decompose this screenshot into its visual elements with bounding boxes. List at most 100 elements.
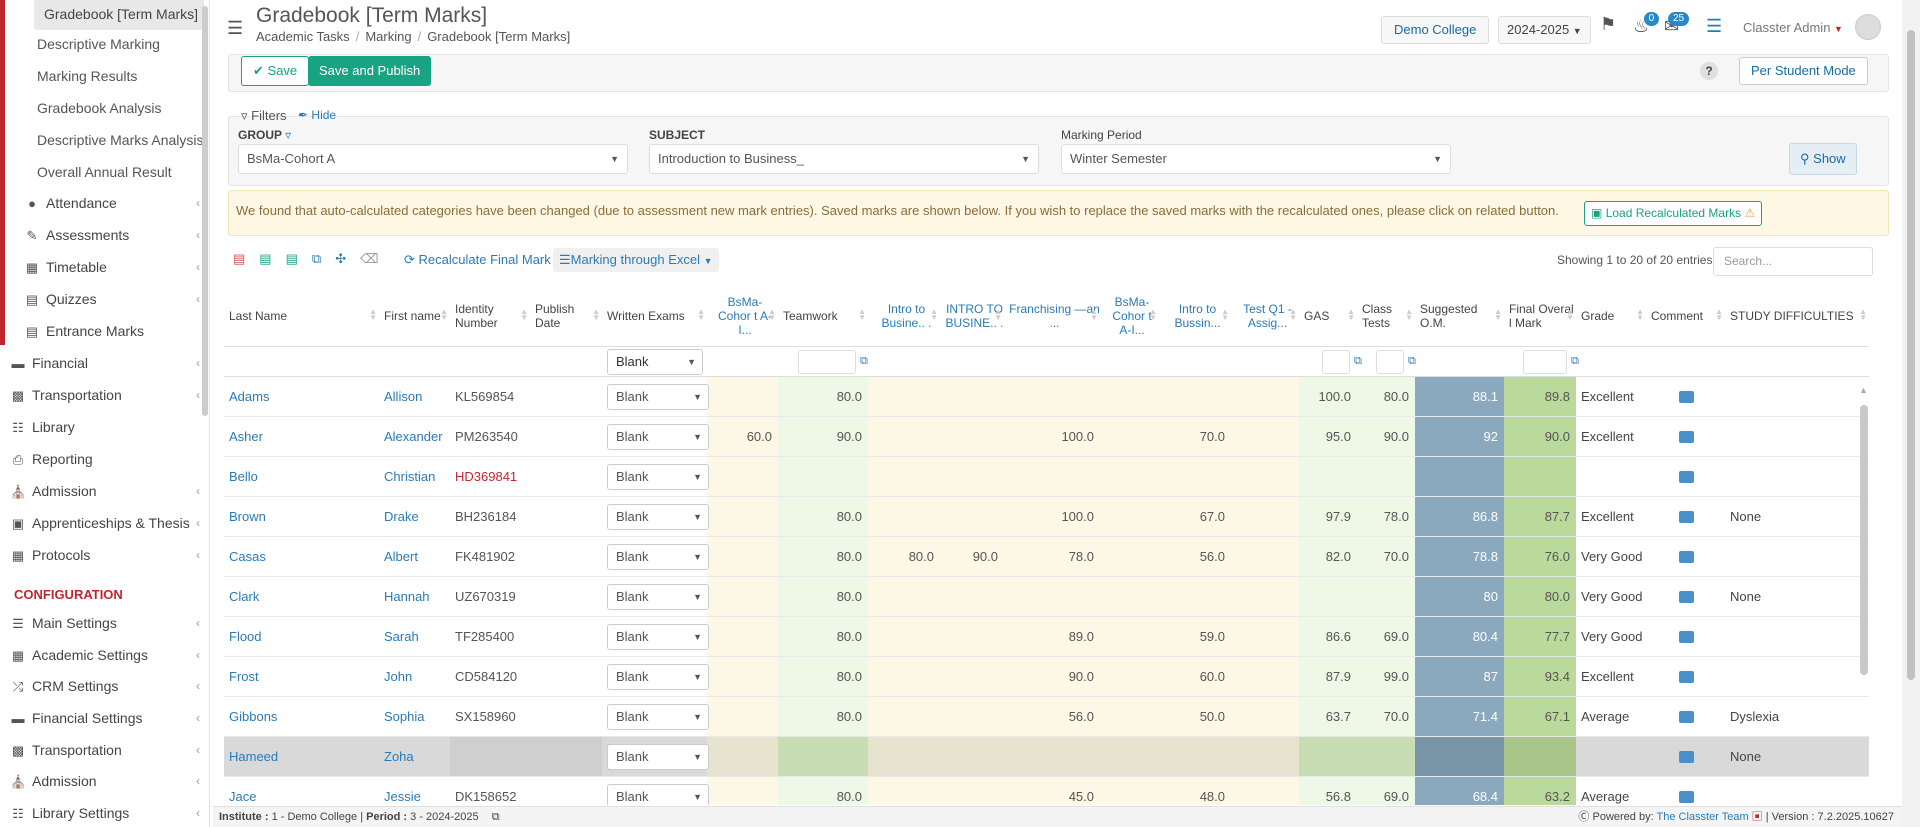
c2-mark[interactable] <box>1100 497 1153 537</box>
fr-mark[interactable]: 90.0 <box>1068 669 1094 684</box>
gas-mark[interactable]: 86.6 <box>1325 629 1351 644</box>
tq-mark[interactable] <box>1231 697 1293 737</box>
tq-mark[interactable] <box>1231 737 1293 777</box>
last-name-link[interactable]: Gibbons <box>229 709 278 724</box>
written-exams-filter-select[interactable]: Blank ▼ <box>607 349 703 375</box>
copy-icon[interactable]: ⧉ <box>311 251 322 266</box>
comment-icon[interactable] <box>1679 711 1694 723</box>
sort-icon[interactable]: ▲ ▼ <box>697 307 705 322</box>
first-name-link[interactable]: Christian <box>384 469 436 484</box>
last-name-link[interactable]: Brown <box>229 509 266 524</box>
ct-mark[interactable] <box>1357 457 1409 497</box>
tq-mark[interactable] <box>1231 377 1293 417</box>
c2-mark[interactable] <box>1100 697 1153 737</box>
c2-mark[interactable] <box>1100 457 1153 497</box>
ib-mark[interactable]: 60.0 <box>1199 669 1225 684</box>
c2-mark[interactable] <box>1100 617 1153 657</box>
sort-icon[interactable]: ▲ ▼ <box>1090 307 1098 322</box>
ct-mark[interactable] <box>1357 737 1409 777</box>
fr-mark[interactable] <box>1004 737 1094 777</box>
fom-mark[interactable]: 63.2 <box>1544 789 1570 804</box>
i1-mark[interactable] <box>868 417 934 457</box>
tq-mark[interactable] <box>1231 617 1293 657</box>
ib-mark[interactable]: 59.0 <box>1199 629 1225 644</box>
c1-mark[interactable] <box>707 537 772 577</box>
i1-mark[interactable] <box>868 577 934 617</box>
column-header-tw[interactable]: Teamwork ▲ ▼ <box>778 285 868 347</box>
sidebar-item-library[interactable]: ☷ Library <box>10 411 200 443</box>
ct-mark[interactable]: 70.0 <box>1383 549 1409 564</box>
ib-mark[interactable]: 67.0 <box>1199 509 1225 524</box>
ct-mark[interactable]: 80.0 <box>1383 389 1409 404</box>
written-exams-select[interactable]: Blank ▼ <box>607 744 709 770</box>
fom-mark[interactable]: 89.8 <box>1544 389 1570 404</box>
column-header-first[interactable]: First name ▲ ▼ <box>379 285 450 347</box>
c1-mark[interactable] <box>707 697 772 737</box>
i2-mark[interactable] <box>940 497 998 537</box>
sort-icon[interactable]: ▲ ▼ <box>1636 307 1644 322</box>
last-name-link[interactable]: Jace <box>229 789 257 804</box>
c2-mark[interactable] <box>1100 737 1153 777</box>
fr-mark[interactable]: 89.0 <box>1068 629 1094 644</box>
ib-mark[interactable]: 48.0 <box>1199 789 1225 804</box>
tw-mark[interactable] <box>778 457 862 497</box>
ct-mark[interactable]: 78.0 <box>1383 509 1409 524</box>
show-button[interactable]: ⚲ Show <box>1789 143 1857 175</box>
ct-mark[interactable]: 90.0 <box>1383 429 1409 444</box>
copy-icon[interactable]: ⧉ <box>1408 355 1416 367</box>
column-header-ib[interactable]: Intro to Bussin... ▲ ▼ <box>1159 285 1231 347</box>
written-exams-select[interactable]: Blank ▼ <box>607 584 709 610</box>
gas-bulk-input[interactable] <box>1322 350 1350 374</box>
sidebar-item-attendance[interactable]: ● Attendance ‹ <box>24 187 200 219</box>
fr-mark[interactable]: 78.0 <box>1068 549 1094 564</box>
i2-mark[interactable] <box>940 417 998 457</box>
tw-mark[interactable] <box>778 737 862 777</box>
first-name-link[interactable]: Allison <box>384 389 423 404</box>
fr-mark[interactable]: 45.0 <box>1068 789 1094 804</box>
last-name-link[interactable]: Hameed <box>229 749 279 764</box>
tq-mark[interactable] <box>1231 537 1293 577</box>
ib-mark[interactable]: 70.0 <box>1199 429 1225 444</box>
ib-mark[interactable] <box>1159 737 1225 777</box>
tw-mark[interactable]: 80.0 <box>836 789 862 804</box>
i1-mark[interactable] <box>868 737 934 777</box>
sort-icon[interactable]: ▲ ▼ <box>1149 307 1157 322</box>
first-name-link[interactable]: Hannah <box>384 589 430 604</box>
column-header-we[interactable]: Written Exams ▲ ▼ <box>602 285 707 347</box>
c1-mark[interactable] <box>707 457 772 497</box>
gas-mark[interactable]: 82.0 <box>1325 549 1351 564</box>
column-header-som[interactable]: Suggested O.M. ▲ ▼ <box>1415 285 1504 347</box>
comment-icon[interactable] <box>1679 591 1694 603</box>
written-exams-select[interactable]: Blank ▼ <box>607 504 709 530</box>
i2-mark[interactable] <box>940 377 998 417</box>
sidebar-item-protocols[interactable]: ▦ Protocols ‹ <box>10 539 200 571</box>
sidebar-item-academic-settings[interactable]: ▦ Academic Settings ‹ <box>10 639 200 671</box>
ib-mark[interactable] <box>1159 377 1225 417</box>
sort-icon[interactable]: ▲ ▼ <box>1347 307 1355 322</box>
sort-icon[interactable]: ▲ ▼ <box>1494 307 1502 322</box>
group-select[interactable]: BsMa-Cohort A ▼ <box>238 144 628 174</box>
tw-mark[interactable]: 80.0 <box>836 549 862 564</box>
i2-mark[interactable] <box>940 737 998 777</box>
c2-mark[interactable] <box>1100 657 1153 697</box>
page-scroll-thumb[interactable] <box>1907 30 1915 680</box>
comment-icon[interactable] <box>1679 391 1694 403</box>
column-header-c2[interactable]: BsMa-Cohor t A-I... ▲ ▼ <box>1100 285 1159 347</box>
gas-mark[interactable]: 95.0 <box>1325 429 1351 444</box>
gas-mark[interactable]: 87.9 <box>1325 669 1351 684</box>
column-header-id[interactable]: Identity Number ▲ ▼ <box>450 285 530 347</box>
column-header-pub[interactable]: Publish Date ▲ ▼ <box>530 285 602 347</box>
c1-mark[interactable] <box>707 737 772 777</box>
column-header-ct[interactable]: Class Tests ▲ ▼ <box>1357 285 1415 347</box>
sidebar-item-financial-settings[interactable]: ▬ Financial Settings ‹ <box>10 702 201 734</box>
sort-icon[interactable]: ▲ ▼ <box>768 307 776 322</box>
written-exams-select[interactable]: Blank ▼ <box>607 424 709 450</box>
sort-icon[interactable]: ▲ ▼ <box>1221 307 1229 322</box>
fr-mark[interactable]: 100.0 <box>1061 429 1094 444</box>
fom-mark[interactable]: 76.0 <box>1544 549 1570 564</box>
column-header-fr[interactable]: Franchising —an ... ▲ ▼ <box>1004 285 1100 347</box>
year-selector[interactable]: 2024-2025 ▼ <box>1498 16 1591 44</box>
last-name-link[interactable]: Asher <box>229 429 263 444</box>
c2-mark[interactable] <box>1100 377 1153 417</box>
ib-mark[interactable] <box>1159 457 1225 497</box>
